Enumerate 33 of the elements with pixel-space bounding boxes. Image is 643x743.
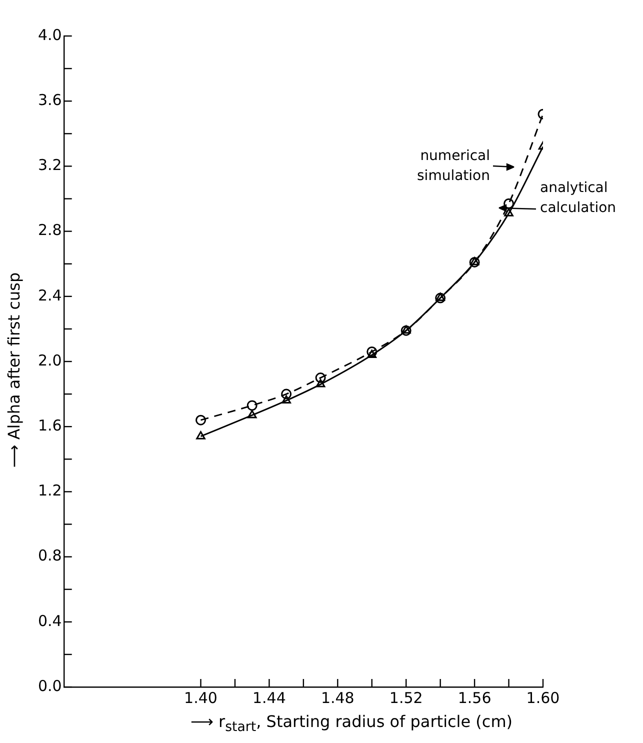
point [282,395,291,404]
point [196,431,206,440]
x-tick-label: 1.44 [252,688,286,707]
point [504,198,514,209]
y-tick-label: 3.6 [38,90,62,109]
y-tick-label: 2.4 [38,286,62,304]
y-tick-label: 0.0 [38,676,62,695]
x-tick-label: 1.40 [184,688,218,707]
annotation: analytical calculation [540,179,616,218]
y-tick-label: 2.0 [38,351,62,370]
y-tick-label: 1.2 [38,482,62,500]
point [315,372,326,384]
point [281,388,292,400]
y-tick-label: 0.4 [38,612,62,630]
annotation: numerical simulation [417,147,490,186]
x-tick-label: 1.48 [320,688,354,707]
point [504,208,514,216]
point [196,414,206,426]
y-tick-label: 2.8 [38,221,62,240]
y-tick-label: 1.6 [38,416,62,434]
y-tick-label: 0.8 [38,546,62,565]
x-tick-label: 1.56 [458,688,492,707]
y-tick-label: 3.2 [38,156,62,174]
point [316,379,326,388]
point [366,346,378,357]
x-tick-label: 1.60 [526,688,560,707]
y-tick-label: 4.0 [38,26,62,44]
x-tick-label: 1.52 [389,688,423,707]
point [247,410,257,418]
point [367,350,377,358]
point [246,400,258,411]
y-axis-title: ⟶ Alpha after first cusp [4,272,24,468]
x-axis-title: ⟶ r$_{start}$, Starting radius of particle (cm) [189,712,514,736]
